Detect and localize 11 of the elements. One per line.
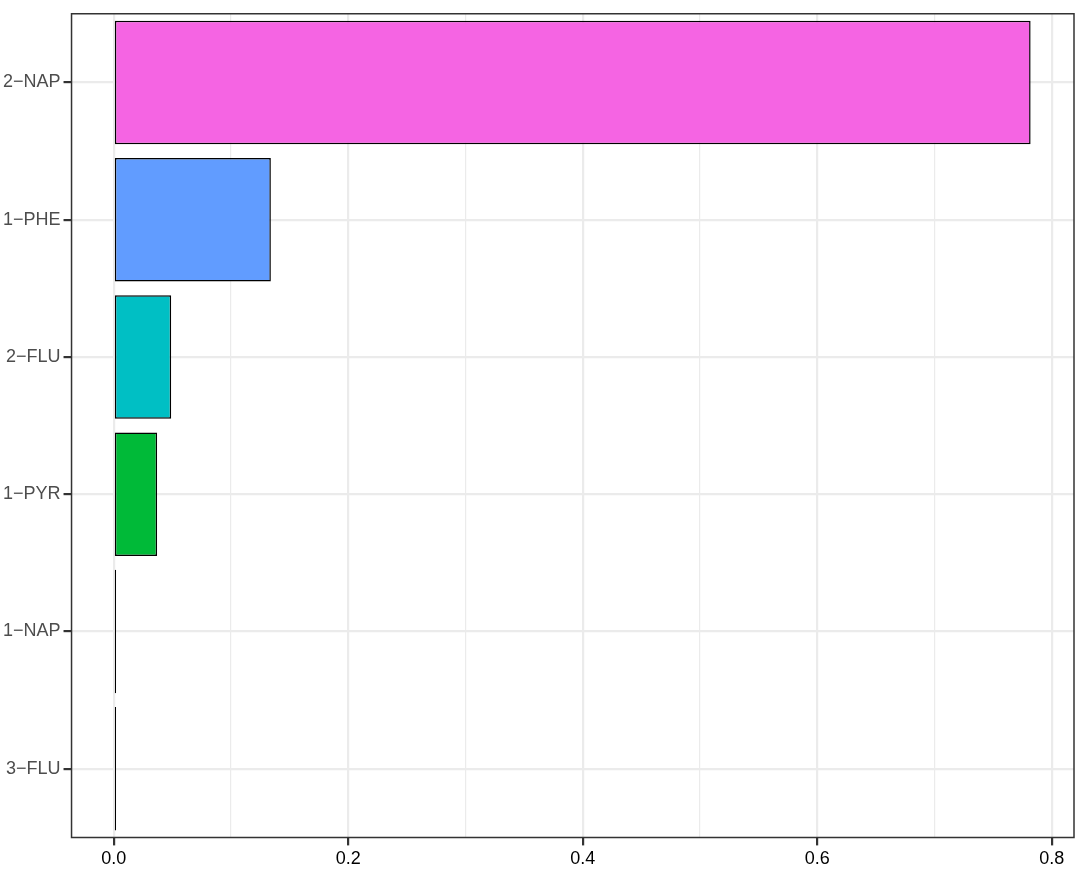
y-tick-label: 1−PHE	[2, 208, 61, 229]
x-tick-label: 0.6	[804, 848, 830, 869]
y-tick-label: 1−PYR	[2, 483, 61, 504]
x-tick-label: 0.4	[570, 848, 596, 869]
x-tick-label: 0.8	[1039, 848, 1065, 869]
x-tick-label: 0.0	[101, 848, 127, 869]
y-tick-label: 2−FLU	[6, 345, 61, 366]
x-tick-label: 0.2	[335, 848, 361, 869]
y-tick-label: 1−NAP	[2, 620, 61, 641]
y-tick-label: 3−FLU	[6, 757, 61, 778]
y-tick-label: 2−NAP	[2, 71, 61, 92]
